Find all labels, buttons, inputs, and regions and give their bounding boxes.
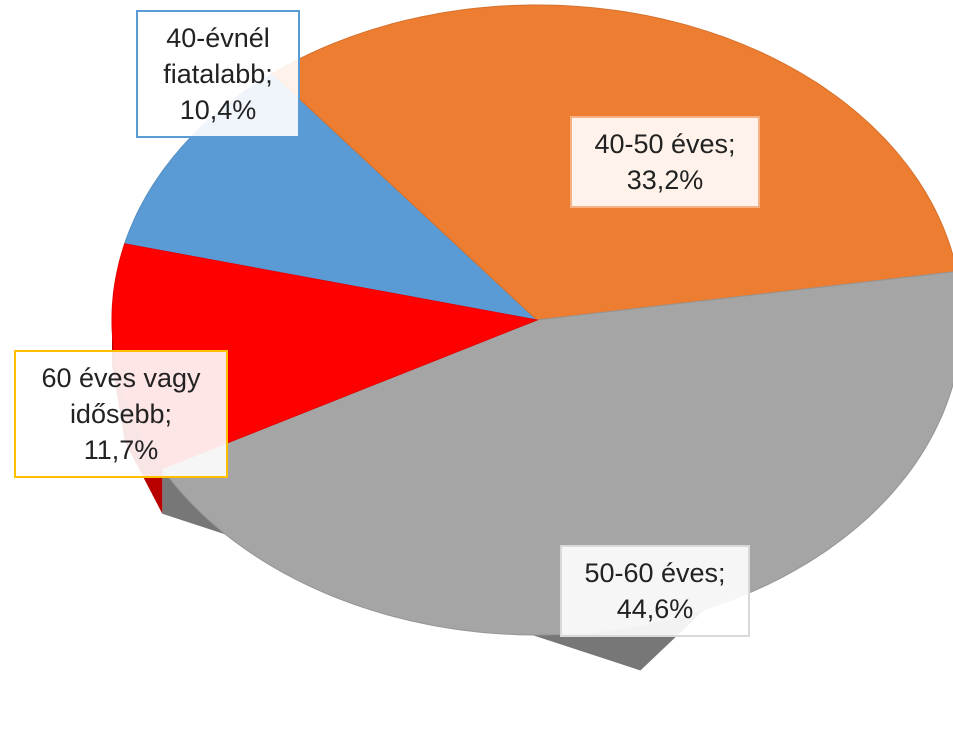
data-label: 40-évnél fiatalabb; 10,4% — [136, 10, 300, 138]
label-category: 60 éves vagy idősebb — [41, 363, 201, 429]
label-value: 11,7% — [83, 435, 159, 465]
label-value: 33,2% — [626, 165, 704, 195]
label-category: 50-60 éves — [584, 558, 719, 588]
label-value: 10,4% — [179, 95, 257, 125]
label-separator: ; — [718, 558, 726, 588]
label-separator: ; — [265, 59, 273, 89]
label-category: 40-évnél fiatalabb — [163, 23, 270, 89]
data-label: 40-50 éves; 33,2% — [570, 116, 760, 208]
data-label: 50-60 éves; 44,6% — [560, 545, 750, 637]
label-separator: ; — [728, 129, 736, 159]
label-category: 40-50 éves — [594, 129, 729, 159]
data-label: 60 éves vagy idősebb; 11,7% — [14, 350, 228, 478]
label-separator: ; — [164, 399, 173, 429]
label-value: 44,6% — [616, 594, 694, 624]
